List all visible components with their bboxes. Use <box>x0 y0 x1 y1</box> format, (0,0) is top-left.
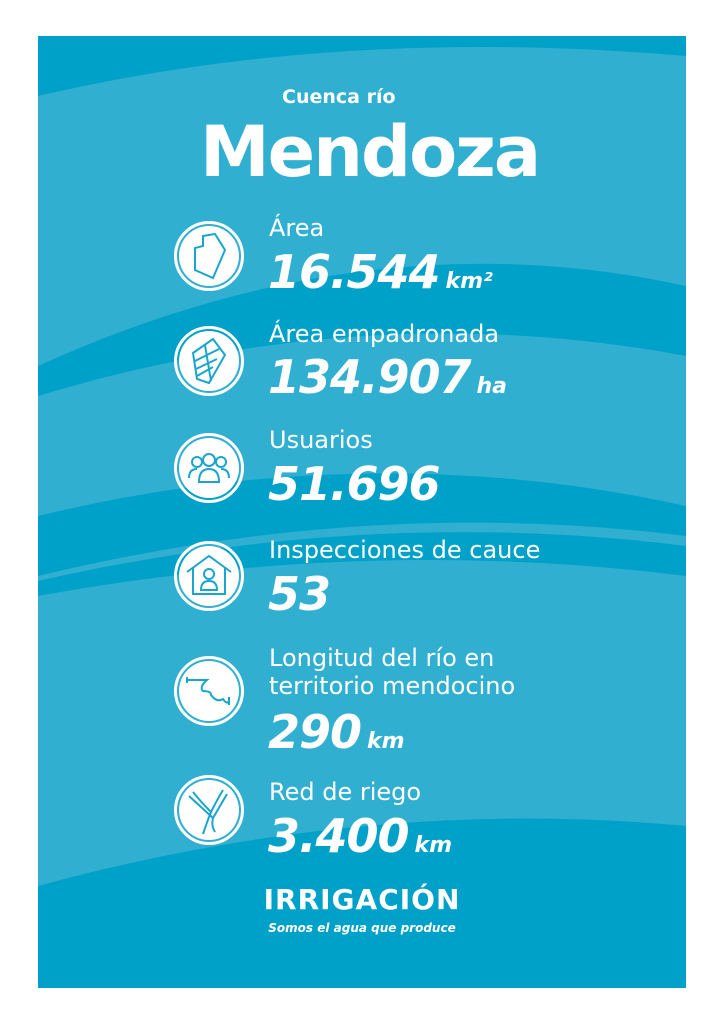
poster: Cuenca río Mendoza Área 16.544 km² Área e… <box>38 36 686 988</box>
stat-value: 3.400 km <box>268 809 453 863</box>
stat-value: 16.544 km² <box>268 245 493 299</box>
map-area-icon <box>174 221 244 291</box>
stat-label: Longitud del río en territorio mendocino <box>269 644 516 700</box>
stat-label: Red de riego <box>269 778 422 806</box>
stat-label: Usuarios <box>269 426 373 454</box>
irrigation-network-icon <box>174 775 244 845</box>
stat-label: Inspecciones de cauce <box>269 536 541 564</box>
parcels-icon <box>174 326 244 396</box>
irrigacion-logo: IRRIGACIÓN <box>263 883 461 916</box>
stat-value: 290 km <box>268 705 405 759</box>
house-person-icon <box>174 541 244 611</box>
tagline: Somos el agua que produce <box>268 921 456 935</box>
river-icon <box>174 656 244 726</box>
stat-value: 53 <box>268 567 331 621</box>
stat-value: 134.907 ha <box>268 350 508 404</box>
page-title: Mendoza <box>200 111 541 193</box>
subtitle: Cuenca río <box>282 86 396 108</box>
stat-value: 51.696 <box>268 457 441 511</box>
stat-label: Área empadronada <box>269 320 500 348</box>
users-group-icon <box>174 433 244 503</box>
stat-label: Área <box>269 214 325 242</box>
